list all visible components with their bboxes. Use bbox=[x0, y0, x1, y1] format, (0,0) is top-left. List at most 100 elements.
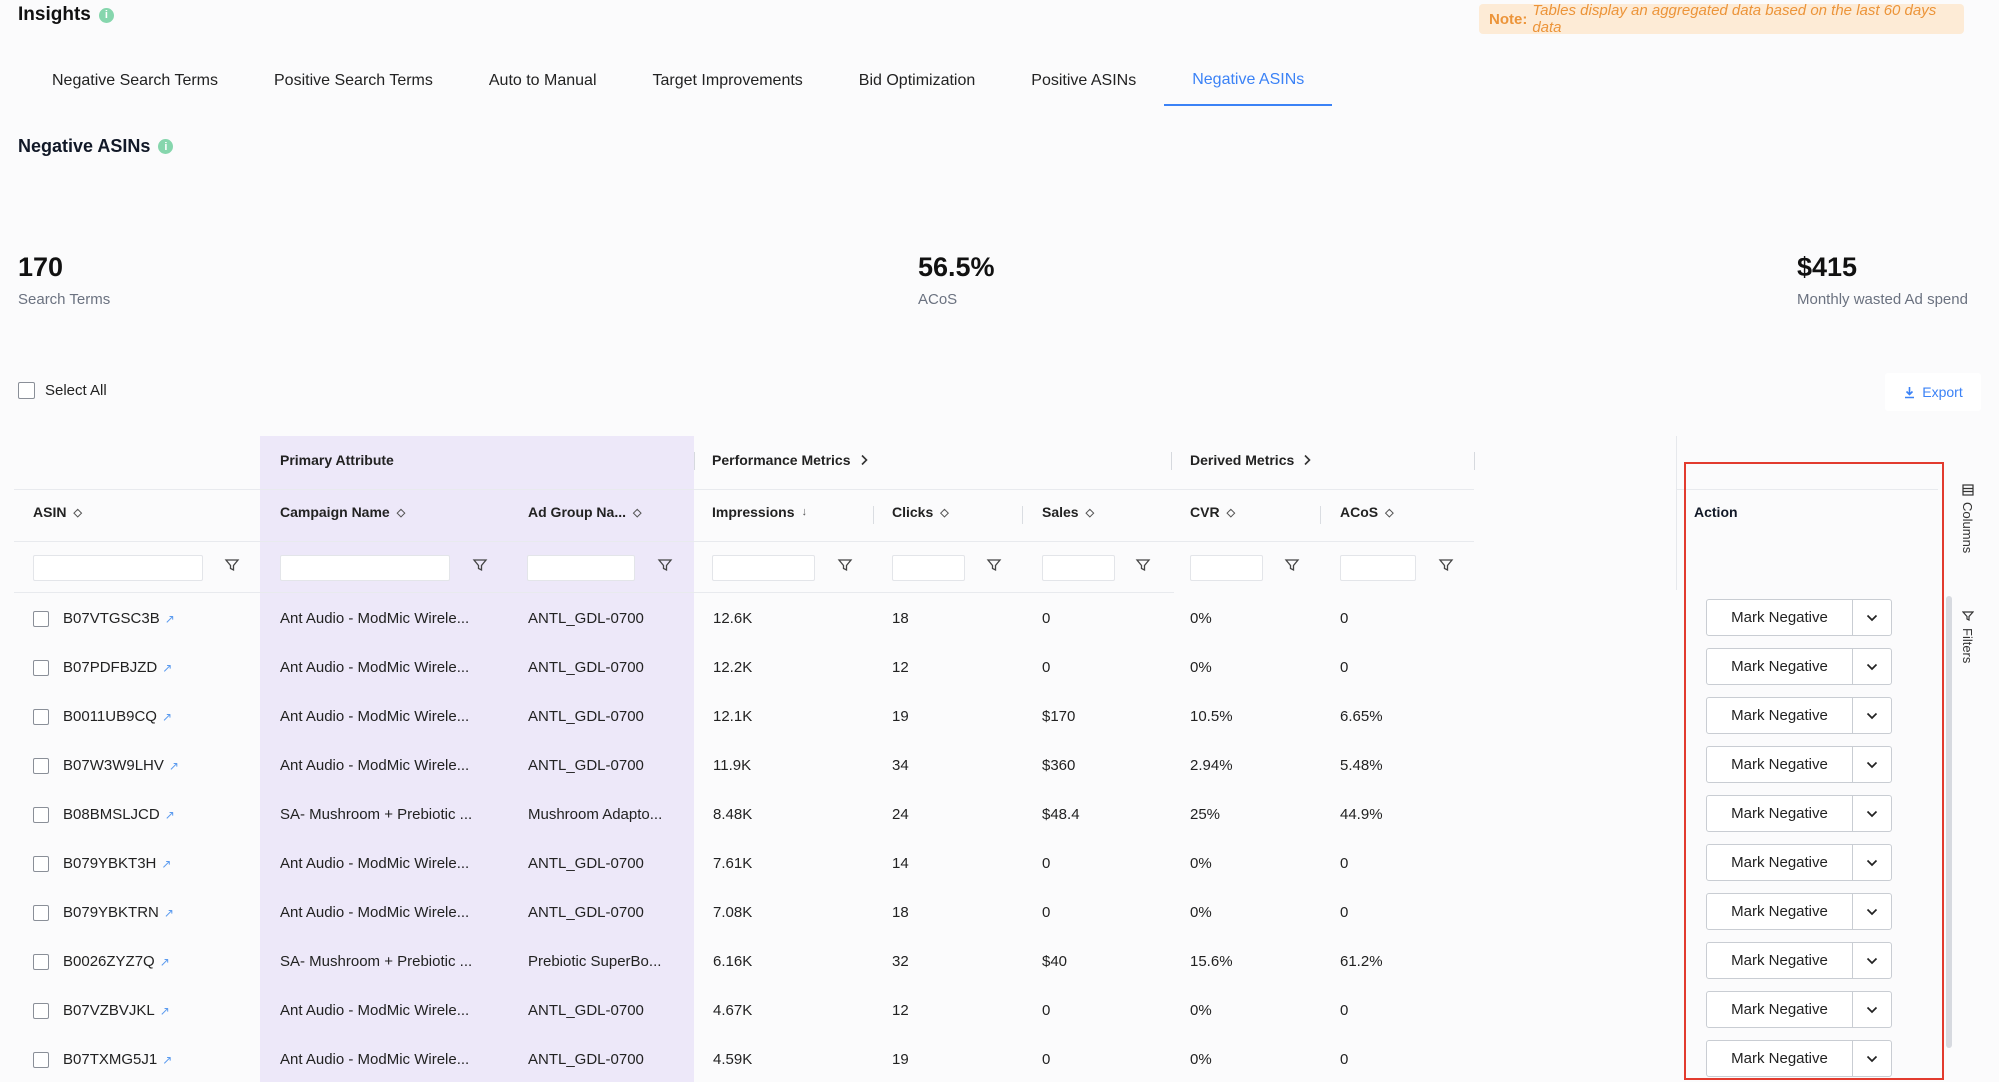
external-link-icon[interactable]: ↗ bbox=[162, 660, 173, 675]
chevron-down-icon[interactable] bbox=[1853, 943, 1891, 978]
table-scrollbar[interactable] bbox=[1946, 596, 1952, 1048]
group-derived-metrics[interactable]: Derived Metrics bbox=[1190, 452, 1312, 468]
filter-input-adgroup[interactable] bbox=[527, 555, 635, 581]
filter-input-campaign[interactable] bbox=[280, 555, 450, 581]
tab-negative-search-terms[interactable]: Negative Search Terms bbox=[52, 72, 218, 89]
mark-negative-button[interactable]: Mark Negative bbox=[1706, 991, 1892, 1028]
sort-icon[interactable]: ◇ bbox=[1385, 506, 1394, 519]
sort-icon[interactable]: ◇ bbox=[1226, 506, 1236, 519]
sort-icon[interactable]: ◇ bbox=[73, 506, 82, 519]
mark-negative-label[interactable]: Mark Negative bbox=[1707, 992, 1853, 1027]
tab-auto-to-manual[interactable]: Auto to Manual bbox=[488, 72, 597, 89]
row-checkbox[interactable] bbox=[33, 1051, 49, 1068]
chevron-down-icon[interactable] bbox=[1853, 698, 1891, 733]
col-header-asin[interactable]: ASIN ◇ bbox=[33, 504, 82, 520]
col-header-impressions[interactable]: Impressions ↓ bbox=[712, 504, 807, 520]
mark-negative-label[interactable]: Mark Negative bbox=[1707, 894, 1853, 929]
tab-target-improvements[interactable]: Target Improvements bbox=[652, 72, 803, 89]
mark-negative-button[interactable]: Mark Negative bbox=[1706, 942, 1892, 979]
mark-negative-label[interactable]: Mark Negative bbox=[1707, 747, 1853, 782]
sort-icon[interactable]: ◇ bbox=[633, 506, 642, 519]
sort-icon[interactable]: ◇ bbox=[1085, 506, 1095, 519]
filter-icon[interactable] bbox=[224, 557, 240, 573]
mark-negative-label[interactable]: Mark Negative bbox=[1707, 796, 1853, 831]
tab-negative-asins[interactable]: Negative ASINs bbox=[1164, 56, 1333, 106]
external-link-icon[interactable]: ↗ bbox=[161, 856, 172, 871]
col-header-sales[interactable]: Sales ◇ bbox=[1042, 504, 1094, 520]
filter-icon[interactable] bbox=[837, 557, 853, 573]
sort-down-icon[interactable]: ↓ bbox=[801, 506, 807, 518]
filter-icon[interactable] bbox=[1438, 557, 1454, 573]
mark-negative-label[interactable]: Mark Negative bbox=[1707, 845, 1853, 880]
mark-negative-label[interactable]: Mark Negative bbox=[1707, 943, 1853, 978]
mark-negative-button[interactable]: Mark Negative bbox=[1706, 648, 1892, 685]
external-link-icon[interactable]: ↗ bbox=[161, 709, 173, 724]
mark-negative-button[interactable]: Mark Negative bbox=[1706, 746, 1892, 783]
mark-negative-label[interactable]: Mark Negative bbox=[1707, 1041, 1853, 1076]
external-link-icon[interactable]: ↗ bbox=[163, 905, 174, 920]
mark-negative-label[interactable]: Mark Negative bbox=[1707, 698, 1853, 733]
mark-negative-label[interactable]: Mark Negative bbox=[1707, 649, 1853, 684]
select-all[interactable]: Select All bbox=[18, 382, 107, 399]
filter-input-asin[interactable] bbox=[33, 555, 203, 581]
row-checkbox[interactable] bbox=[33, 953, 49, 970]
row-checkbox[interactable] bbox=[33, 855, 49, 872]
row-checkbox[interactable] bbox=[33, 904, 49, 921]
group-performance-metrics[interactable]: Performance Metrics bbox=[712, 452, 869, 468]
filter-input-acos[interactable] bbox=[1340, 555, 1416, 581]
filter-input-sales[interactable] bbox=[1042, 555, 1115, 581]
external-link-icon[interactable]: ↗ bbox=[159, 954, 170, 969]
info-icon[interactable]: i bbox=[98, 7, 114, 23]
chevron-down-icon[interactable] bbox=[1853, 894, 1891, 929]
col-header-acos[interactable]: ACoS ◇ bbox=[1340, 504, 1394, 520]
row-checkbox[interactable] bbox=[33, 757, 49, 774]
external-link-icon[interactable]: ↗ bbox=[159, 1003, 170, 1018]
chevron-down-icon[interactable] bbox=[1853, 845, 1891, 880]
mark-negative-button[interactable]: Mark Negative bbox=[1706, 795, 1892, 832]
chevron-down-icon[interactable] bbox=[1853, 796, 1891, 831]
chevron-down-icon[interactable] bbox=[1853, 600, 1891, 635]
chevron-down-icon[interactable] bbox=[1853, 747, 1891, 782]
sort-icon[interactable]: ◇ bbox=[940, 506, 949, 519]
chevron-down-icon[interactable] bbox=[1853, 992, 1891, 1027]
select-all-checkbox[interactable] bbox=[18, 382, 35, 399]
filter-input-cvr[interactable] bbox=[1190, 555, 1263, 581]
filter-icon[interactable] bbox=[472, 557, 488, 573]
row-checkbox[interactable] bbox=[33, 806, 49, 823]
filter-icon[interactable] bbox=[657, 557, 673, 573]
row-checkbox[interactable] bbox=[33, 659, 49, 676]
external-link-icon[interactable]: ↗ bbox=[162, 1052, 173, 1067]
tab-positive-asins[interactable]: Positive ASINs bbox=[1031, 72, 1137, 89]
columns-panel-toggle[interactable]: Columns bbox=[1960, 484, 1975, 553]
filter-input-clicks[interactable] bbox=[892, 555, 965, 581]
row-checkbox[interactable] bbox=[33, 708, 49, 725]
filter-icon[interactable] bbox=[1135, 557, 1151, 573]
row-checkbox[interactable] bbox=[33, 610, 49, 627]
col-header-cvr[interactable]: CVR ◇ bbox=[1190, 504, 1235, 520]
col-header-adgroup[interactable]: Ad Group Na... ◇ bbox=[528, 504, 641, 520]
info-icon[interactable]: i bbox=[158, 139, 174, 154]
mark-negative-button[interactable]: Mark Negative bbox=[1706, 893, 1892, 930]
chevron-right-icon[interactable] bbox=[859, 454, 869, 466]
mark-negative-button[interactable]: Mark Negative bbox=[1706, 697, 1892, 734]
mark-negative-button[interactable]: Mark Negative bbox=[1706, 844, 1892, 881]
filters-panel-toggle[interactable]: Filters bbox=[1960, 610, 1975, 663]
col-header-clicks[interactable]: Clicks ◇ bbox=[892, 504, 949, 520]
col-header-campaign[interactable]: Campaign Name ◇ bbox=[280, 504, 405, 520]
mark-negative-button[interactable]: Mark Negative bbox=[1706, 1040, 1892, 1077]
mark-negative-button[interactable]: Mark Negative bbox=[1706, 599, 1892, 636]
external-link-icon[interactable]: ↗ bbox=[164, 807, 175, 822]
filter-input-impressions[interactable] bbox=[712, 555, 815, 581]
external-link-icon[interactable]: ↗ bbox=[164, 611, 175, 626]
chevron-down-icon[interactable] bbox=[1853, 649, 1891, 684]
sort-icon[interactable]: ◇ bbox=[396, 506, 406, 519]
external-link-icon[interactable]: ↗ bbox=[168, 758, 179, 773]
filter-icon[interactable] bbox=[986, 557, 1002, 573]
chevron-right-icon[interactable] bbox=[1302, 454, 1312, 466]
tab-positive-search-terms[interactable]: Positive Search Terms bbox=[274, 72, 433, 89]
mark-negative-label[interactable]: Mark Negative bbox=[1707, 600, 1853, 635]
filter-icon[interactable] bbox=[1284, 557, 1300, 573]
export-button[interactable]: Export bbox=[1885, 373, 1981, 411]
chevron-down-icon[interactable] bbox=[1853, 1041, 1891, 1076]
tab-bid-optimization[interactable]: Bid Optimization bbox=[858, 72, 976, 89]
